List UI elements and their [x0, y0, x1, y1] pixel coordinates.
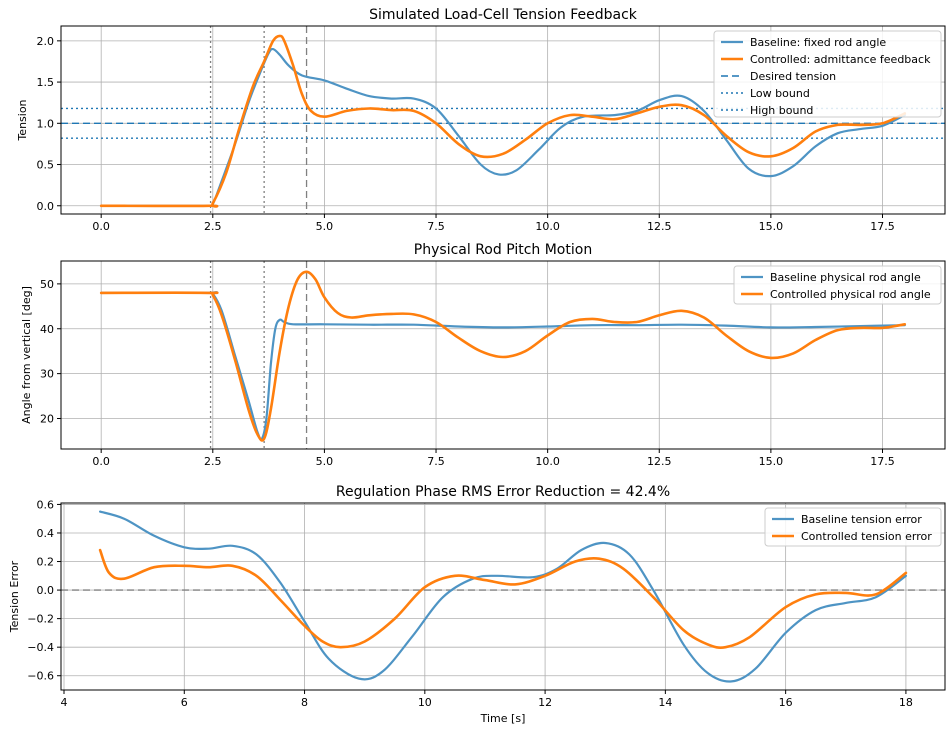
x-axis-label: Time [s] [480, 712, 526, 725]
y-axis-label: Angle from vertical [deg] [20, 286, 33, 424]
x-tick-label: 12 [538, 696, 552, 709]
chart-panel-2: 0.0 2.5 5.0 7.5 10.0 12.5 15.0 17.5 20 30 40 50 Phys… [20, 242, 946, 468]
x-tick-label: 0.0 [92, 455, 110, 468]
x-tick-label: 15.0 [759, 455, 784, 468]
x-tick-label: 6 [181, 696, 188, 709]
legend-label: Baseline: fixed rod angle [750, 36, 886, 49]
chart-panel-3: 4 6 8 10 12 14 16 18 −0.6 −0.4 −0.2 0.0 0.2 0.4 0.6 Reg… [8, 484, 946, 725]
legend-label: Controlled physical rod angle [770, 288, 931, 301]
legend: Baseline tension error Controlled tension… [764, 507, 942, 547]
y-tick-label: 0.0 [37, 584, 55, 597]
x-tick-label: 7.5 [427, 220, 445, 233]
y-tick-label: 40 [40, 323, 54, 336]
legend-box [733, 265, 942, 305]
y-tick-label: 0.2 [37, 556, 55, 569]
series-line-controlled [99, 270, 907, 442]
y-tick-label: 0.6 [37, 498, 55, 511]
legend-box [713, 30, 942, 118]
x-tick-label: 2.5 [204, 220, 222, 233]
x-tick-label: 10 [418, 696, 432, 709]
x-tick-label: 15.0 [759, 220, 784, 233]
y-tick-label: 0.4 [37, 527, 55, 540]
series-line-controlled [98, 548, 908, 649]
legend-label: Controlled: admittance feedback [750, 53, 931, 66]
x-tick-label: 14 [658, 696, 672, 709]
plot-area [99, 261, 907, 449]
chart-panel-1: 0.0 2.5 5.0 7.5 10.0 12.5 15.0 17.5 0.0 0.5 1.0 1.5… [16, 7, 946, 233]
x-tick-label: 5.0 [316, 455, 334, 468]
legend-label: High bound [750, 104, 813, 117]
legend-label: Desired tension [750, 70, 836, 83]
axes-frame [60, 25, 946, 215]
x-tick-label: 17.5 [870, 455, 895, 468]
plot-area [61, 26, 945, 214]
x-tick-label: 12.5 [647, 455, 672, 468]
axes-frame [60, 502, 946, 691]
x-tick-label: 2.5 [204, 455, 222, 468]
legend: Baseline physical rod angle Controlled ph… [733, 265, 942, 305]
series-line-baseline [100, 291, 906, 441]
y-tick-label: 1.0 [37, 117, 55, 130]
x-tick-label: 10.0 [535, 220, 560, 233]
y-tick-label: 50 [40, 278, 54, 291]
x-tick-label: 17.5 [870, 220, 895, 233]
y-tick-label: 0.0 [37, 200, 55, 213]
x-tick-label: 0.0 [92, 220, 110, 233]
series-line-baseline [99, 510, 907, 683]
y-tick-label: −0.4 [27, 641, 54, 654]
y-tick-label: −0.6 [27, 670, 54, 683]
y-axis-label: Tension [16, 99, 29, 141]
chart-title: Physical Rod Pitch Motion [414, 242, 592, 258]
legend-box [764, 507, 942, 547]
axes-frame [60, 260, 946, 450]
y-tick-label: 0.5 [37, 159, 55, 172]
legend-label: Baseline physical rod angle [770, 271, 921, 284]
x-tick-label: 8 [301, 696, 308, 709]
chart-title: Regulation Phase RMS Error Reduction = 4… [336, 484, 670, 500]
x-tick-label: 18 [899, 696, 913, 709]
y-tick-label: 1.5 [37, 76, 55, 89]
x-tick-label: 7.5 [427, 455, 445, 468]
x-tick-label: 16 [779, 696, 793, 709]
legend-label: Controlled tension error [801, 530, 932, 543]
legend-label: Baseline tension error [801, 513, 922, 526]
x-tick-label: 10.0 [535, 455, 560, 468]
legend-label: Low bound [750, 87, 810, 100]
legend: Baseline: fixed rod angle Controlled: adm… [713, 30, 942, 118]
y-tick-label: 2.0 [37, 35, 55, 48]
y-tick-label: −0.2 [27, 613, 54, 626]
chart-title: Simulated Load-Cell Tension Feedback [369, 7, 638, 23]
y-axis-label: Tension Error [8, 560, 21, 633]
y-tick-label: 30 [40, 368, 54, 381]
x-tick-label: 12.5 [647, 220, 672, 233]
x-tick-label: 4 [61, 696, 68, 709]
series-line-controlled [99, 34, 907, 208]
plot-area [61, 510, 945, 683]
x-tick-label: 5.0 [316, 220, 334, 233]
y-tick-label: 20 [40, 412, 54, 425]
